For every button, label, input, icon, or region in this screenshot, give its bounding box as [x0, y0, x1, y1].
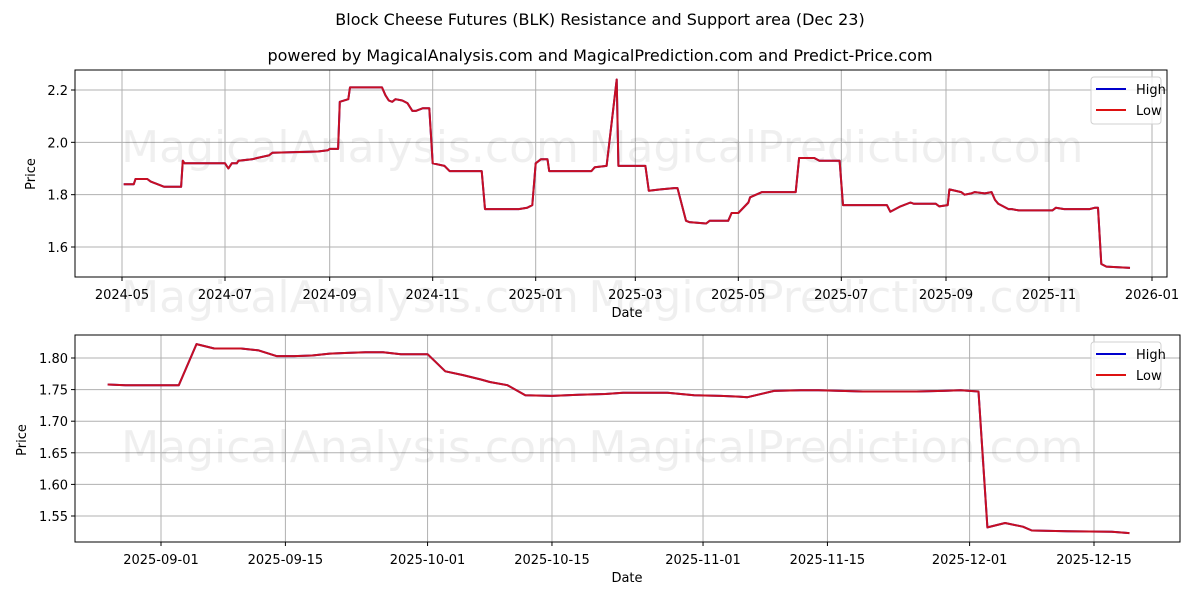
watermark-mid-right: MagicalPrediction.com [589, 272, 1084, 323]
svg-text:2025-09: 2025-09 [919, 288, 973, 303]
svg-text:2024-11: 2024-11 [406, 288, 460, 303]
svg-text:2024-07: 2024-07 [198, 288, 252, 303]
bottom-low-line [107, 343, 1130, 535]
svg-text:1.8: 1.8 [47, 189, 68, 204]
legend-high-label: High [1136, 83, 1166, 98]
svg-text:2.0: 2.0 [47, 136, 68, 151]
bottom-chart: MagicalAnalysis.com MagicalPrediction.co… [15, 334, 1181, 586]
svg-text:2025-05: 2025-05 [711, 288, 765, 303]
svg-text:2025-07: 2025-07 [814, 288, 868, 303]
svg-text:2025-12-15: 2025-12-15 [1056, 553, 1132, 568]
bottom-plot-frame [74, 334, 1181, 543]
bottom-axis-ticks: 2025-09-01 2025-09-15 2025-10-01 2025-10-15… [39, 352, 1132, 568]
top-x-axis-label: Date [611, 306, 642, 321]
top-low-line [123, 78, 1131, 269]
svg-text:2025-11-15: 2025-11-15 [790, 553, 866, 568]
svg-text:2025-03: 2025-03 [608, 288, 662, 303]
svg-text:1.65: 1.65 [39, 447, 68, 462]
top-axis-ticks: 2024-05 2024-07 2024-09 2024-11 2025-01 2025-… [47, 84, 1179, 303]
svg-text:1.55: 1.55 [39, 510, 68, 525]
top-high-line [123, 78, 1131, 269]
svg-text:2024-09: 2024-09 [303, 288, 357, 303]
svg-text:2026-01: 2026-01 [1125, 288, 1179, 303]
watermark-top-right: MagicalPrediction.com [589, 122, 1084, 173]
svg-text:2025-09-01: 2025-09-01 [123, 553, 199, 568]
legend-low-label: Low [1136, 369, 1162, 384]
watermark-bottom-left: MagicalAnalysis.com [121, 422, 579, 473]
svg-text:1.70: 1.70 [39, 415, 68, 430]
top-chart: MagicalAnalysis.com MagicalPrediction.co… [24, 69, 1179, 323]
svg-text:1.60: 1.60 [39, 478, 68, 493]
svg-text:2025-11: 2025-11 [1022, 288, 1076, 303]
svg-text:2025-10-01: 2025-10-01 [390, 553, 466, 568]
svg-text:1.6: 1.6 [47, 241, 68, 256]
bottom-legend: High Low [1090, 341, 1166, 390]
svg-text:2025-10-15: 2025-10-15 [514, 553, 590, 568]
svg-text:1.80: 1.80 [39, 352, 68, 367]
svg-text:2025-12-01: 2025-12-01 [932, 553, 1008, 568]
watermark-bottom-right: MagicalPrediction.com [589, 422, 1084, 473]
chart-title: Block Cheese Futures (BLK) Resistance an… [335, 10, 865, 29]
bottom-x-axis-label: Date [611, 571, 642, 586]
bottom-grid [75, 335, 1180, 542]
svg-text:2025-09-15: 2025-09-15 [248, 553, 324, 568]
watermark-mid-left: MagicalAnalysis.com [121, 272, 579, 323]
svg-text:2.2: 2.2 [47, 84, 68, 99]
top-legend: High Low [1090, 76, 1166, 125]
svg-text:2025-01: 2025-01 [509, 288, 563, 303]
chart-subtitle: powered by MagicalAnalysis.com and Magic… [267, 46, 933, 65]
watermark-top-left: MagicalAnalysis.com [121, 122, 579, 173]
top-plot-frame [74, 69, 1168, 278]
bottom-y-axis-label: Price [15, 424, 30, 456]
legend-low-label: Low [1136, 104, 1162, 119]
svg-text:2025-11-01: 2025-11-01 [665, 553, 741, 568]
legend-high-label: High [1136, 348, 1166, 363]
svg-text:2024-05: 2024-05 [95, 288, 149, 303]
top-y-axis-label: Price [24, 158, 39, 190]
svg-text:1.75: 1.75 [39, 384, 68, 399]
top-grid [75, 70, 1167, 277]
